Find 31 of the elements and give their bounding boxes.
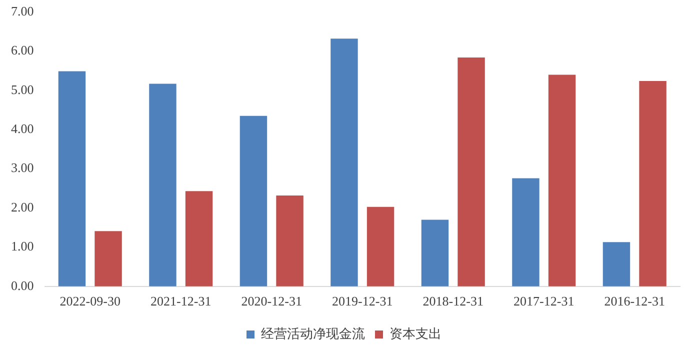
bar xyxy=(548,74,576,286)
y-tick-label: 5.00 xyxy=(11,82,34,97)
x-tick-label: 2020-12-31 xyxy=(241,294,302,309)
bar xyxy=(512,178,540,286)
bar xyxy=(458,57,485,286)
y-tick-label: 7.00 xyxy=(11,3,34,18)
x-tick-label: 2019-12-31 xyxy=(332,294,393,309)
legend-label: 资本支出 xyxy=(390,326,442,342)
y-tick-label: 2.00 xyxy=(11,199,34,214)
bar xyxy=(94,231,122,286)
bar xyxy=(639,80,666,286)
bar xyxy=(330,38,358,286)
bar xyxy=(58,71,86,286)
y-tick-label: 1.00 xyxy=(11,238,34,254)
bar xyxy=(602,242,630,286)
y-tick-label: 4.00 xyxy=(11,121,34,136)
y-tick-label: 6.00 xyxy=(11,42,34,58)
bar xyxy=(149,84,176,286)
bar xyxy=(421,220,449,286)
bar xyxy=(185,191,213,286)
bar xyxy=(276,195,304,286)
legend-label: 经营活动净现金流 xyxy=(261,326,365,342)
x-tick-label: 2018-12-31 xyxy=(422,294,484,309)
y-tick-label: 0.00 xyxy=(11,278,34,293)
x-tick-label: 2021-12-31 xyxy=(150,294,212,309)
bar xyxy=(240,116,268,286)
y-tick-label: 3.00 xyxy=(11,160,34,176)
x-tick-label: 2022-09-30 xyxy=(60,294,120,309)
x-tick-label: 2016-12-31 xyxy=(604,294,665,309)
x-tick-label: 2017-12-31 xyxy=(514,294,574,309)
bar xyxy=(366,206,394,286)
